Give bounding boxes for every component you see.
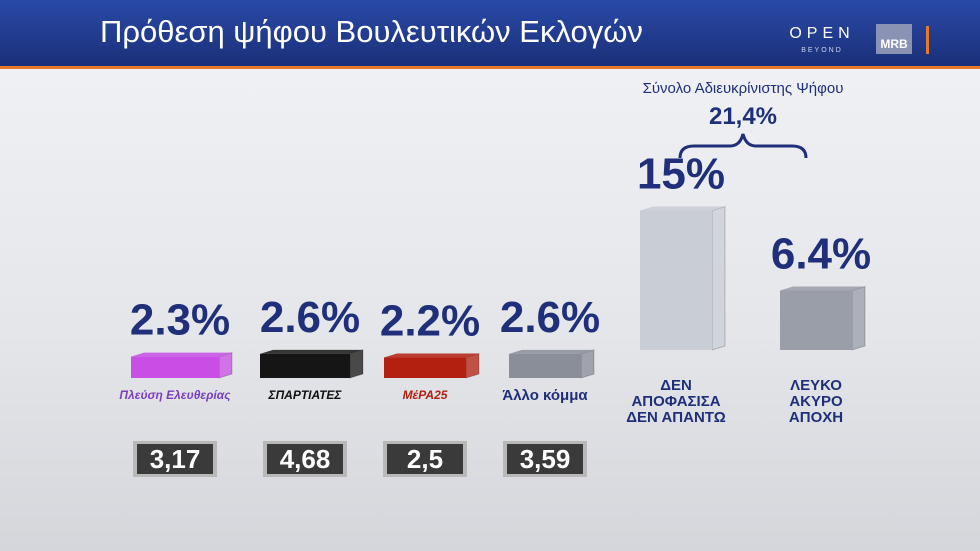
bar-top: [640, 206, 725, 211]
bar: [509, 353, 581, 378]
annotation-value: 21,4%: [709, 103, 777, 130]
previous-inner: [267, 444, 343, 474]
bar: [131, 356, 219, 378]
value-label: 2.3%: [130, 296, 230, 345]
bar-side: [218, 351, 233, 379]
category-label: Πλεύση Ελευθερίας: [119, 388, 231, 402]
bar-side: [580, 349, 595, 379]
bar-top: [384, 353, 479, 358]
header-band: [0, 0, 980, 66]
bar-top: [260, 349, 363, 354]
category-label: Άλλο κόμμα: [502, 387, 588, 404]
value-label: 15%: [637, 150, 725, 199]
bar-top: [131, 352, 232, 357]
bar: [260, 353, 350, 378]
previous-inner: [387, 444, 463, 474]
brand-sub: BEYOND: [801, 47, 843, 54]
previous-inner: [507, 444, 583, 474]
value-label: 2.6%: [260, 293, 360, 342]
annotation-text: Σύνολο Αδιευκρίνιστης Ψήφου: [643, 80, 844, 97]
bar-top: [780, 286, 865, 291]
value-label: 2.2%: [380, 297, 480, 346]
previous-label: 3,59: [520, 444, 571, 474]
brace: [678, 133, 808, 159]
category-label: ΜέΡΑ25: [402, 388, 448, 402]
value-label: 6.4%: [771, 229, 871, 278]
brand: OPEN: [789, 25, 854, 42]
title: Πρόθεση ψήφου Βουλευτικών Εκλογών: [100, 14, 643, 49]
bar: [640, 210, 712, 350]
pollster: MRB: [880, 37, 908, 51]
bar: [384, 357, 466, 378]
bar-side: [851, 285, 866, 351]
previous-label: 3,17: [150, 444, 201, 474]
category-label: ΛΕΥΚΟ ΑΚΥΡΟ ΑΠΟΧΗ: [788, 377, 844, 426]
header-rule: [0, 66, 980, 69]
bar: [780, 290, 852, 350]
bar-side: [711, 205, 726, 351]
bar-side: [349, 349, 364, 379]
header-accent: [926, 26, 929, 54]
previous-inner: [137, 444, 213, 474]
bar-top: [509, 349, 594, 354]
category-label: ΣΠΑΡΤΙΑΤΕΣ: [268, 388, 342, 402]
previous-label: 2,5: [407, 444, 443, 474]
value-label: 2.6%: [500, 293, 600, 342]
bar-side: [465, 352, 480, 379]
pollster-box: [876, 24, 912, 54]
category-label: ΔΕΝ ΑΠΟΦΑΣΙΣΑ ΔΕΝ ΑΠΑΝΤΩ: [626, 377, 726, 426]
previous-label: 4,68: [280, 444, 331, 474]
